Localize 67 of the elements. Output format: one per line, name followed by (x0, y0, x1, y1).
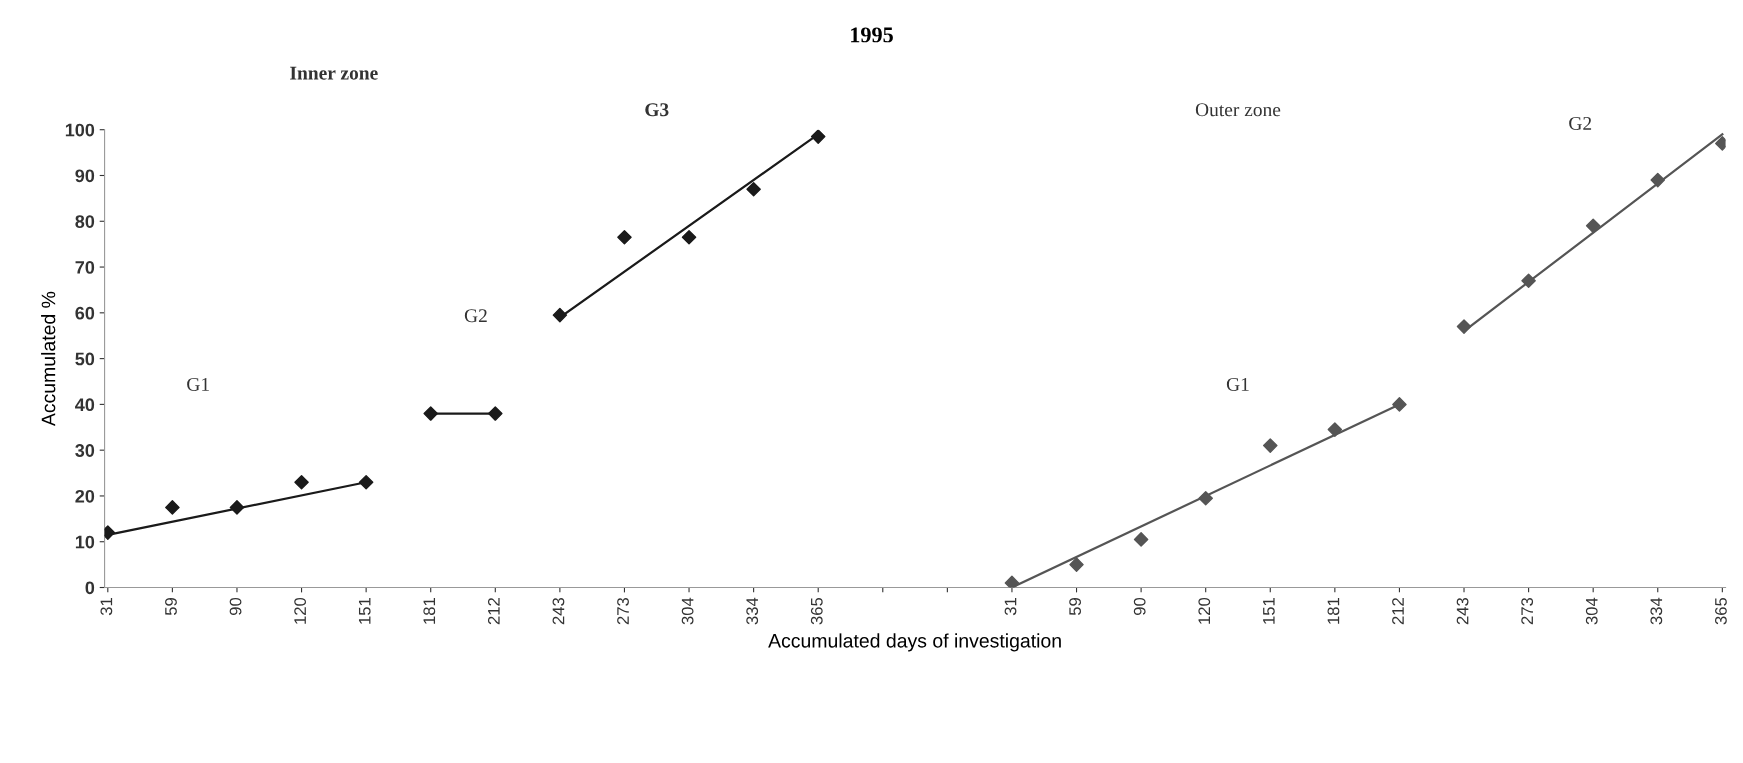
x-tick-label: 243 (552, 597, 565, 625)
point (1262, 438, 1278, 453)
x-tick-label: 273 (617, 597, 629, 625)
x-tick-label: 181 (423, 598, 436, 624)
x-tick-label: 365 (1715, 597, 1727, 625)
x-tick-label: 304 (681, 597, 694, 625)
point (1069, 557, 1084, 572)
x-tick-label: 59 (1069, 598, 1081, 616)
x-tick-label: 273 (1521, 597, 1534, 625)
x-tick-label: 59 (165, 598, 177, 616)
x-tick-label: 212 (1392, 598, 1404, 625)
text: G3 (645, 103, 669, 117)
x-tick-label: 243 (1456, 597, 1469, 625)
point (552, 307, 568, 323)
x-tick-label: 31 (1004, 598, 1017, 616)
x-tick-label: 90 (229, 597, 242, 615)
y-tick-label: 40 (75, 398, 95, 412)
point (1456, 319, 1472, 334)
point (1521, 273, 1536, 289)
point (1004, 575, 1020, 588)
annotation: G2 (464, 309, 487, 323)
annotation: G2 (1569, 116, 1592, 130)
point (1133, 532, 1149, 547)
x-axis-title: Accumulated days of investigation (768, 633, 1061, 652)
x-tick-label: 334 (746, 597, 759, 625)
y-tick-label: 70 (75, 260, 95, 274)
point (165, 500, 180, 515)
y-tick-label: 60 (75, 306, 95, 320)
point (294, 474, 309, 490)
x-tick-label: 90 (1133, 597, 1146, 615)
y-tick-label: 30 (75, 444, 95, 457)
x-tick-label: 120 (1198, 597, 1211, 624)
y-tick-label: 10 (75, 535, 95, 549)
x-tick-label: 365 (810, 597, 823, 625)
point (810, 129, 826, 144)
point (229, 500, 245, 515)
point (423, 406, 438, 421)
y-axis-title: Accumulated % (41, 291, 56, 427)
point (617, 230, 632, 245)
point (1650, 172, 1666, 188)
x-tick-label: 31 (100, 598, 113, 616)
point (1585, 218, 1601, 234)
y-tick-label: 50 (75, 352, 95, 366)
point (358, 474, 374, 490)
chart-title: 1995 (851, 27, 893, 43)
point (1198, 490, 1213, 506)
text: Inner zone (290, 66, 378, 80)
point (746, 181, 761, 197)
y-tick-label: 90 (75, 169, 95, 183)
x-tick-label: 151 (358, 598, 371, 624)
point (488, 406, 503, 421)
x-tick-label: 304 (1585, 597, 1598, 625)
x-tick-label: 181 (1327, 598, 1340, 624)
x-tick-label: 151 (1263, 598, 1275, 624)
text: Outer zone (1195, 103, 1281, 117)
point (1392, 397, 1407, 412)
x-tick-label: 212 (487, 598, 500, 625)
point (1327, 422, 1343, 437)
y-tick-label: 20 (75, 489, 95, 503)
y-tick-label: 100 (65, 123, 95, 137)
point (681, 230, 697, 245)
annotation: G1 (1226, 377, 1249, 391)
y-tick-label: 0 (85, 581, 95, 595)
x-tick-label: 120 (294, 597, 307, 624)
annotation: G1 (187, 377, 209, 391)
y-tick-label: 80 (75, 215, 95, 228)
x-tick-label: 334 (1650, 597, 1663, 625)
